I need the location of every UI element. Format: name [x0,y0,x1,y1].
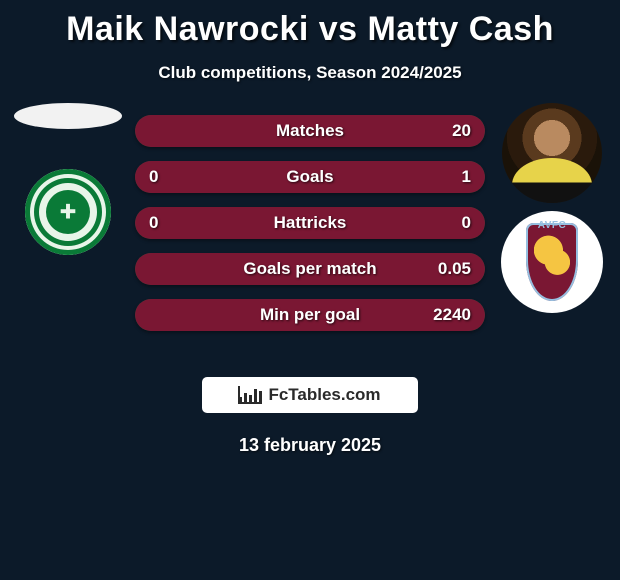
left-player-column [8,103,128,255]
stat-label: Goals per match [135,253,485,285]
stat-row: Matches20 [135,115,485,147]
infographic-date: 13 february 2025 [0,435,620,456]
right-player-column [492,103,612,313]
right-club-crest [501,211,603,313]
stats-bar-list: Matches20Goals01Hattricks00Goals per mat… [135,115,485,331]
stat-bar-track: Goals0 1 [135,161,485,193]
stat-bar-track: Hattricks0 0 [135,207,485,239]
stat-value-left: 0 [149,161,158,193]
right-player-avatar [502,103,602,203]
stat-value-right: 1 [462,161,471,193]
watermark-badge: FcTables.com [202,377,418,413]
stat-bar-track: Min per goal2240 [135,299,485,331]
bar-chart-icon [239,387,262,403]
compare-zone: Matches20Goals01Hattricks00Goals per mat… [0,115,620,355]
aston-villa-crest-icon [526,223,578,301]
stat-bar-track: Goals per match0.05 [135,253,485,285]
stat-value-right: 0 [462,207,471,239]
stat-row: Goals per match0.05 [135,253,485,285]
stat-row: Min per goal2240 [135,299,485,331]
stat-value-left: 0 [149,207,158,239]
stat-row: Hattricks0 0 [135,207,485,239]
stat-label: Matches [135,115,485,147]
player-compare-infographic: Maik Nawrocki vs Matty Cash Club competi… [0,0,620,580]
stat-bar-track: Matches20 [135,115,485,147]
stat-value-right: 20 [452,115,471,147]
left-player-avatar-placeholder [14,103,122,129]
left-club-crest [17,153,119,255]
stat-label: Goals [135,161,485,193]
page-title: Maik Nawrocki vs Matty Cash [0,0,620,49]
stat-row: Goals0 1 [135,161,485,193]
stat-label: Hattricks [135,207,485,239]
watermark-text: FcTables.com [268,385,380,405]
stat-value-right: 0.05 [438,253,471,285]
page-subtitle: Club competitions, Season 2024/2025 [0,63,620,83]
celtic-crest-icon [25,169,111,255]
stat-value-right: 2240 [433,299,471,331]
